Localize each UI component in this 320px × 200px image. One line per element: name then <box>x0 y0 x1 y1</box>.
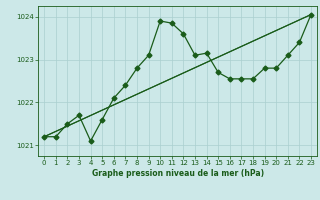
X-axis label: Graphe pression niveau de la mer (hPa): Graphe pression niveau de la mer (hPa) <box>92 169 264 178</box>
